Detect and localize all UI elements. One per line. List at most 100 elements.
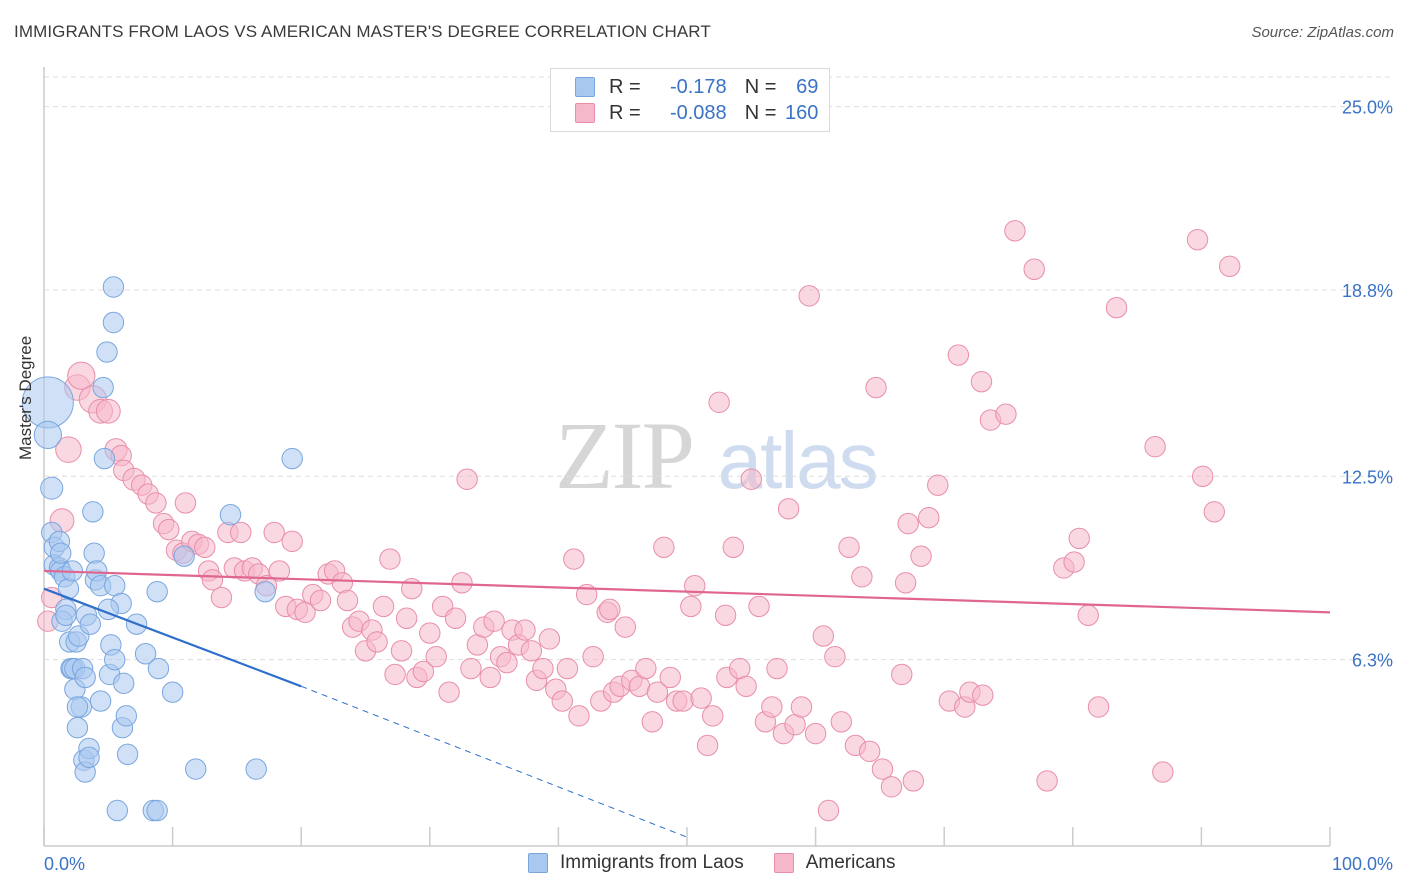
data-point-laos	[96, 341, 118, 363]
data-point-americans	[230, 521, 252, 544]
data-point-americans	[897, 512, 919, 535]
data-point-americans	[858, 740, 881, 763]
legend-r-label: R =	[609, 75, 641, 98]
data-point-americans	[281, 530, 303, 553]
y-tick-label: 12.5%	[1342, 467, 1393, 487]
series-legend: Immigrants from Laos Americans	[528, 852, 925, 874]
data-point-americans	[309, 589, 332, 612]
data-point-americans	[438, 681, 460, 703]
data-point-americans	[379, 548, 401, 570]
data-point-americans	[390, 640, 413, 662]
trend-line-laos	[43, 587, 302, 688]
data-point-americans	[145, 492, 167, 514]
data-point-laos	[134, 643, 157, 665]
data-point-laos	[219, 504, 242, 526]
y-tick-label: 25.0%	[1342, 98, 1393, 118]
data-point-americans	[514, 619, 536, 641]
data-point-americans	[451, 572, 473, 594]
data-point-americans	[582, 646, 604, 668]
data-point-laos	[106, 799, 129, 822]
data-point-laos	[147, 657, 170, 680]
data-point-americans	[817, 799, 840, 822]
series-swatch-laos	[528, 853, 548, 873]
data-point-americans	[918, 506, 940, 529]
data-point-americans	[263, 521, 285, 544]
data-point-americans	[460, 657, 482, 680]
series-swatch-americans	[773, 853, 794, 873]
data-point-americans	[696, 734, 719, 757]
data-point-laos	[185, 758, 207, 780]
data-point-americans	[158, 518, 180, 541]
y-tick-label: 18.8%	[1342, 281, 1393, 301]
legend-n-label: N =	[744, 101, 777, 124]
data-point-americans	[520, 640, 543, 662]
data-point-americans	[194, 536, 216, 558]
data-point-laos	[102, 276, 125, 298]
correlation-legend: R = -0.178 N = 69 R = -0.088 N = 160	[550, 68, 830, 132]
data-point-americans	[641, 711, 663, 733]
laos-points	[21, 276, 303, 822]
data-point-americans	[894, 572, 917, 594]
data-point-americans	[1144, 436, 1166, 458]
data-point-laos	[66, 696, 89, 718]
data-point-americans	[1077, 604, 1099, 626]
tick-labels: 6.3% 12.5% 18.8% 25.0% 0.0% 100.0%	[44, 98, 1393, 874]
data-point-americans	[210, 586, 233, 609]
data-point-americans	[995, 403, 1017, 425]
data-point-americans	[1191, 465, 1214, 487]
data-point-americans	[412, 660, 435, 683]
data-point-americans	[556, 657, 579, 680]
data-point-americans	[336, 589, 359, 612]
data-point-americans	[635, 657, 657, 680]
data-point-laos	[115, 705, 138, 727]
data-point-americans	[268, 560, 291, 582]
data-point-americans	[970, 370, 993, 393]
data-point-laos	[146, 580, 168, 603]
data-point-americans	[902, 770, 925, 792]
data-point-americans	[680, 595, 702, 618]
data-point-laos	[55, 604, 77, 626]
legend-swatch-laos	[575, 77, 595, 97]
data-point-americans	[702, 705, 724, 727]
data-point-americans	[55, 436, 82, 463]
data-point-americans	[672, 690, 694, 712]
series-label-americans: Americans	[805, 852, 896, 873]
data-point-americans	[708, 391, 730, 414]
data-point-americans	[735, 675, 757, 697]
data-point-laos	[146, 799, 168, 822]
data-point-americans	[891, 663, 913, 686]
data-point-americans	[95, 398, 121, 424]
data-point-americans	[851, 566, 873, 588]
data-point-americans	[798, 285, 820, 307]
data-point-americans	[563, 548, 585, 570]
data-point-americans	[947, 344, 970, 366]
data-point-laos	[74, 666, 96, 689]
data-point-laos	[104, 648, 126, 671]
data-point-americans	[838, 536, 860, 558]
data-point-americans	[910, 545, 932, 567]
data-point-americans	[804, 722, 827, 745]
data-point-americans	[1023, 258, 1045, 280]
trend-line-americans	[43, 569, 1331, 614]
data-point-americans	[1068, 527, 1090, 550]
data-point-laos	[66, 716, 89, 739]
data-point-americans	[538, 628, 561, 650]
legend-row-laos: R = -0.178 N = 69	[575, 75, 818, 99]
data-point-americans	[880, 776, 903, 798]
data-point-americans	[444, 607, 467, 629]
x-tick-label-start: 0.0%	[44, 854, 85, 874]
data-point-americans	[67, 361, 96, 390]
trend-line-laos-extension	[301, 685, 688, 838]
data-point-americans	[331, 572, 354, 594]
legend-r-value: -0.088	[669, 101, 727, 124]
data-point-laos	[161, 681, 184, 703]
data-point-americans	[395, 607, 418, 629]
data-point-laos	[89, 690, 112, 712]
data-point-americans	[174, 492, 197, 514]
data-point-laos	[113, 672, 135, 695]
americans-points	[37, 220, 1241, 822]
data-point-americans	[740, 468, 762, 490]
source-label: Source: ZipAtlas.com	[1251, 24, 1394, 41]
legend-swatch-americans	[575, 103, 595, 123]
